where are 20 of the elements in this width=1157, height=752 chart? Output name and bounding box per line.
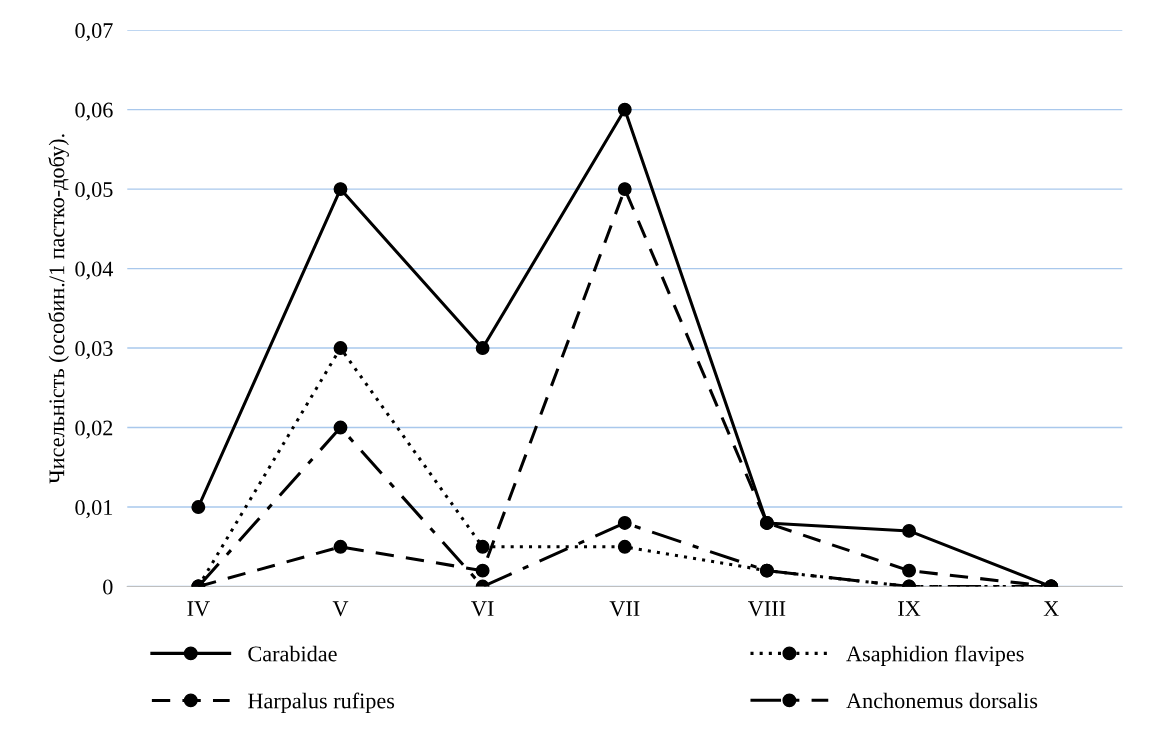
x-tick-label: IV <box>187 601 210 617</box>
y-tick-label: 0 <box>103 579 113 595</box>
y-tick-label: 0,01 <box>75 500 113 519</box>
x-tick-label: V <box>332 601 349 617</box>
y-tick-label: 0,05 <box>75 182 113 201</box>
x-tick-label: VI <box>471 601 494 617</box>
y-tick-label: 0,02 <box>75 420 113 439</box>
x-tick-label: IX <box>898 601 921 616</box>
y-tick-label: 0,07 <box>75 23 113 42</box>
y-tick-label: 0,06 <box>75 102 113 121</box>
y-tick-label: 0,04 <box>75 261 114 280</box>
y-axis-title: Чисельність (особин./1 пастко-добу). <box>48 134 69 484</box>
x-tick-label: VIII <box>748 601 786 617</box>
legend-label: Anchonemus dorsalis <box>846 692 1038 709</box>
legend-label: Harpalus rufipes <box>248 692 395 713</box>
x-tick-label: X <box>1043 601 1059 616</box>
y-tick-label: 0,03 <box>75 341 113 360</box>
legend-label: Carabidae <box>248 645 337 662</box>
x-tick-label: VII <box>609 601 640 617</box>
legend-label: Asaphidion flavipes <box>846 645 1024 666</box>
